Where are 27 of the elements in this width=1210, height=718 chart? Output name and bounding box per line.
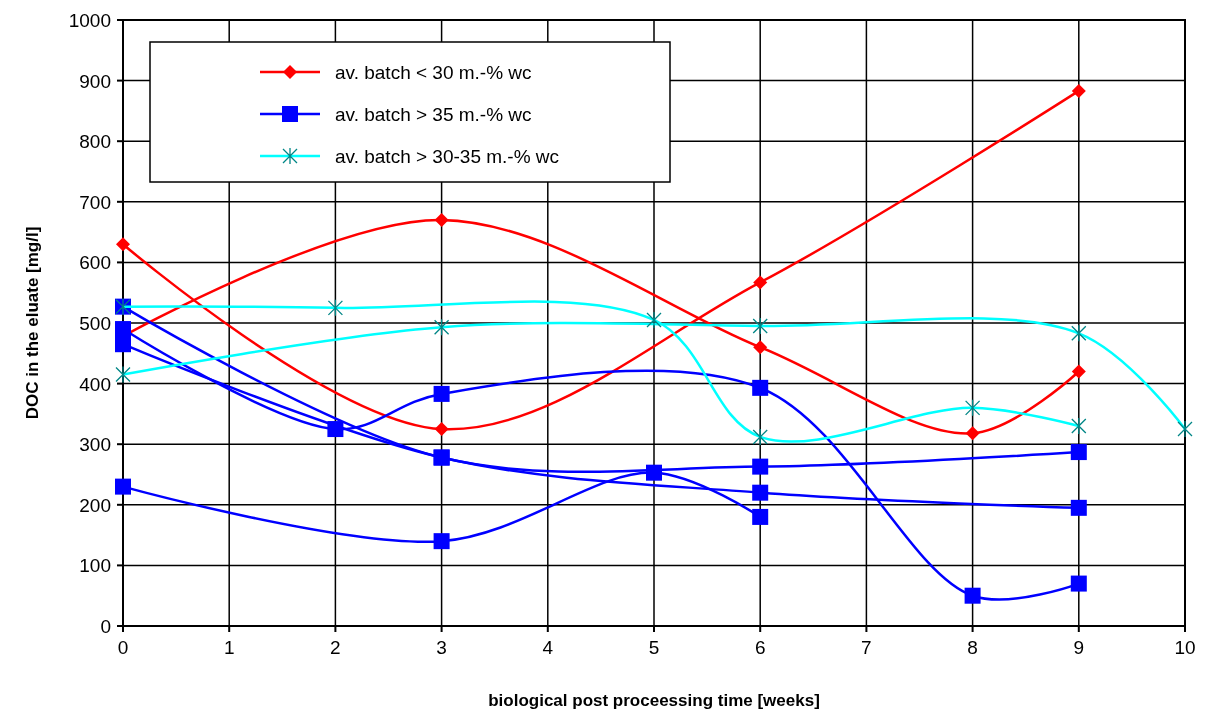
y-tick-label: 100: [79, 555, 111, 577]
y-tick-label: 800: [79, 131, 111, 153]
x-tick-label: 3: [436, 637, 447, 658]
x-tick-label: 9: [1073, 637, 1085, 658]
x-tick-label: 8: [967, 637, 978, 658]
x-tick-label: 2: [330, 637, 341, 658]
y-tick-label: 600: [79, 252, 111, 274]
y-tick-label: 400: [79, 373, 111, 395]
x-axis-title: biological post proceessing time [weeks]: [488, 691, 820, 710]
legend-label: av. batch > 30-35 m.-% wc: [335, 146, 560, 167]
y-tick-label: 900: [79, 70, 111, 92]
y-tick-label: 1000: [68, 10, 111, 31]
y-tick-label: 500: [79, 313, 111, 334]
x-tick-label: 1: [223, 637, 235, 658]
x-tick-label: 5: [648, 637, 660, 658]
y-tick-label: 700: [79, 191, 111, 213]
x-tick-label: 7: [861, 637, 872, 658]
x-tick-label: 6: [754, 637, 766, 658]
x-tick-label: 0: [117, 637, 129, 658]
x-tick-label: 4: [542, 637, 554, 658]
legend-label: av. batch < 30 m.-% wc: [335, 62, 532, 83]
y-axis-title: DOC in the eluate [mg/l]: [23, 226, 42, 420]
x-tick-label: 10: [1174, 637, 1196, 658]
y-tick-label: 300: [79, 434, 111, 456]
legend-label: av. batch > 35 m.-% wc: [335, 104, 532, 125]
y-tick-label: 200: [79, 494, 111, 516]
y-tick-label: 0: [100, 616, 111, 637]
